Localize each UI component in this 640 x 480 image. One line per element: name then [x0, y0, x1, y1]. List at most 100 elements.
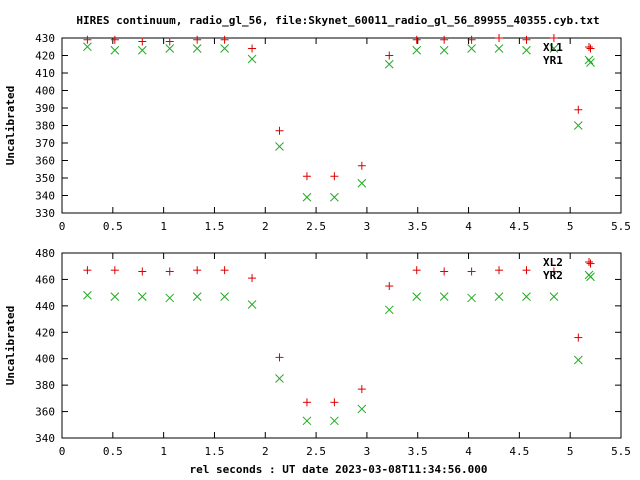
data-point — [573, 121, 583, 130]
y-tick-label: 400 — [35, 353, 55, 366]
data-point — [165, 293, 175, 303]
data-point — [192, 44, 202, 53]
data-point — [83, 290, 92, 300]
data-point — [193, 266, 202, 275]
x-tick-label: 5.5 — [611, 445, 631, 458]
y-tick-label: 420 — [35, 326, 55, 339]
y-tick-label: 390 — [35, 102, 55, 115]
data-point — [137, 292, 147, 301]
data-point — [467, 44, 476, 53]
legend-marker — [585, 258, 593, 266]
data-point — [467, 35, 476, 44]
data-point — [440, 35, 449, 44]
x-tick-label: 3.5 — [408, 220, 428, 233]
data-point — [439, 292, 449, 301]
data-point — [385, 282, 394, 291]
y-tick-label: 410 — [35, 67, 55, 80]
series-xl1 — [83, 34, 595, 181]
legend-label: XL1 — [543, 41, 563, 54]
data-point — [110, 35, 119, 44]
data-point — [302, 398, 311, 407]
chart-title: HIRES continuum, radio_gl_56, file:Skyne… — [76, 14, 599, 27]
y-axis-label: Uncalibrated — [4, 306, 17, 385]
data-point — [574, 333, 583, 342]
y-tick-label: 430 — [35, 32, 55, 45]
y-tick-label: 380 — [35, 379, 55, 392]
plot-frame — [61, 252, 622, 439]
data-point — [83, 266, 92, 275]
data-point — [522, 292, 531, 301]
x-tick-label: 1 — [160, 220, 167, 233]
data-point — [302, 192, 312, 202]
x-tick-label: 0.5 — [103, 445, 123, 458]
data-point — [330, 416, 339, 426]
data-point — [494, 44, 504, 53]
x-tick-label: 0.5 — [103, 220, 123, 233]
y-tick-label: 480 — [35, 247, 55, 260]
x-tick-label: 5 — [567, 445, 574, 458]
x-tick-label: 4 — [465, 445, 472, 458]
x-tick-label: 5 — [567, 220, 574, 233]
y-tick-label: 440 — [35, 300, 55, 313]
x-tick-label: 0 — [59, 220, 66, 233]
data-point — [467, 267, 476, 276]
upper-panel: 330 340 350 360 370 380 390 400 410 420 430 0 0.5 1 1.… — [4, 32, 631, 233]
data-point — [220, 266, 229, 275]
data-point — [138, 267, 147, 276]
data-point — [193, 35, 202, 44]
x-tick-label: 5.5 — [611, 220, 631, 233]
data-point — [330, 398, 339, 407]
series-yr2 — [83, 272, 595, 426]
x-tick-label: 1.5 — [205, 445, 225, 458]
x-tick-label: 0 — [59, 445, 66, 458]
data-point — [137, 45, 147, 55]
data-point — [574, 105, 583, 114]
data-point — [549, 292, 559, 301]
data-point — [357, 161, 366, 170]
x-tick-label: 2.5 — [306, 220, 326, 233]
data-point — [220, 35, 229, 44]
data-point — [220, 44, 229, 53]
data-point — [412, 45, 422, 55]
data-point — [220, 292, 229, 301]
data-point — [275, 374, 284, 383]
data-point — [247, 54, 257, 64]
data-point — [586, 58, 595, 67]
x-tick-label: 2 — [262, 220, 269, 233]
x-axis-label: rel seconds : UT date 2023-03-08T11:34:5… — [189, 463, 487, 476]
legend-label: YR1 — [543, 54, 563, 67]
data-point — [302, 416, 312, 426]
data-point — [384, 59, 394, 69]
data-point — [357, 178, 367, 188]
legend-label: XL2 — [543, 256, 563, 269]
data-point — [110, 292, 120, 301]
legend-marker — [584, 55, 594, 65]
y-tick-label: 330 — [35, 207, 55, 220]
x-tick-label: 3 — [364, 445, 371, 458]
data-point — [165, 267, 174, 276]
y-tick-label: 340 — [35, 432, 55, 445]
data-point — [440, 267, 449, 276]
data-point — [110, 266, 119, 275]
data-point — [247, 300, 257, 309]
x-tick-label: 1.5 — [205, 220, 225, 233]
data-point — [275, 126, 284, 135]
data-point — [439, 45, 449, 55]
y-tick-label: 360 — [35, 155, 55, 168]
data-point — [330, 172, 339, 181]
data-point — [549, 267, 558, 276]
y-tick-label: 350 — [35, 172, 55, 185]
x-tick-label: 3.5 — [408, 445, 428, 458]
y-tick-label: 380 — [35, 120, 55, 133]
plot-frame — [61, 37, 622, 214]
x-tick-label: 3 — [364, 220, 371, 233]
data-point — [248, 274, 257, 283]
y-tick-label: 400 — [35, 85, 55, 98]
data-point — [248, 44, 257, 53]
y-axis-label: Uncalibrated — [4, 86, 17, 165]
data-point — [412, 35, 421, 44]
data-point — [573, 355, 583, 365]
data-point — [549, 34, 558, 42]
lower-panel: 340 360 380 400 420 440 460 480 0 0.5 1 1.5 2 2.5 3 3.5… — [4, 247, 631, 476]
data-point — [495, 34, 504, 42]
